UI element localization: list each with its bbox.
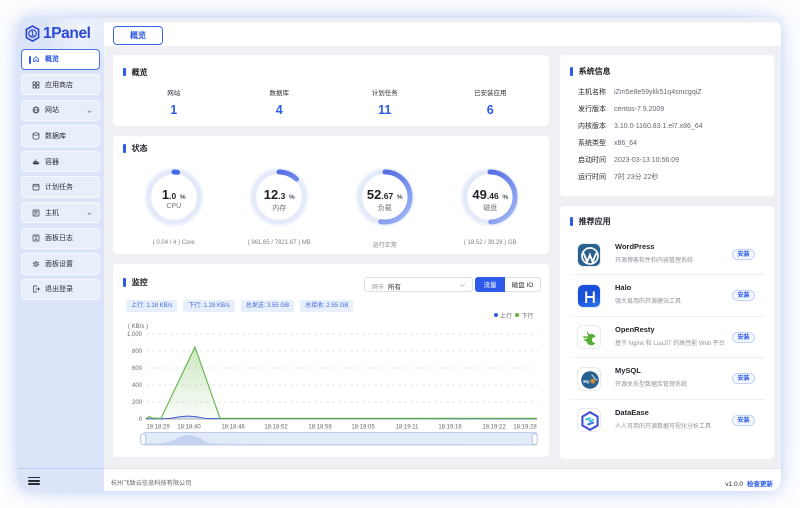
svg-text:18:18:46: 18:18:46 <box>221 425 245 431</box>
svg-text:18:19:16: 18:19:16 <box>438 425 462 431</box>
svg-text:1,000: 1,000 <box>127 332 143 338</box>
svg-text:( KB/s ): ( KB/s ) <box>128 324 148 330</box>
svg-text:18:18:52: 18:18:52 <box>264 425 288 431</box>
svg-text:18:18:40: 18:18:40 <box>177 425 201 431</box>
svg-text:600: 600 <box>132 366 143 372</box>
svg-text:200: 200 <box>132 400 143 406</box>
svg-text:1: 1 <box>30 29 34 38</box>
svg-text:400: 400 <box>132 383 143 389</box>
svg-text:18:19:11: 18:19:11 <box>396 425 420 431</box>
svg-text:18:19:22: 18:19:22 <box>482 425 506 431</box>
svg-text:800: 800 <box>132 349 143 355</box>
svg-text:My: My <box>583 379 590 384</box>
svg-text:18:19:05: 18:19:05 <box>351 425 375 431</box>
svg-text:18:18:29: 18:18:29 <box>146 425 170 431</box>
svg-text:18:19:28: 18:19:28 <box>513 425 537 431</box>
svg-text:0: 0 <box>139 417 143 423</box>
svg-text:18:18:59: 18:18:59 <box>308 425 332 431</box>
